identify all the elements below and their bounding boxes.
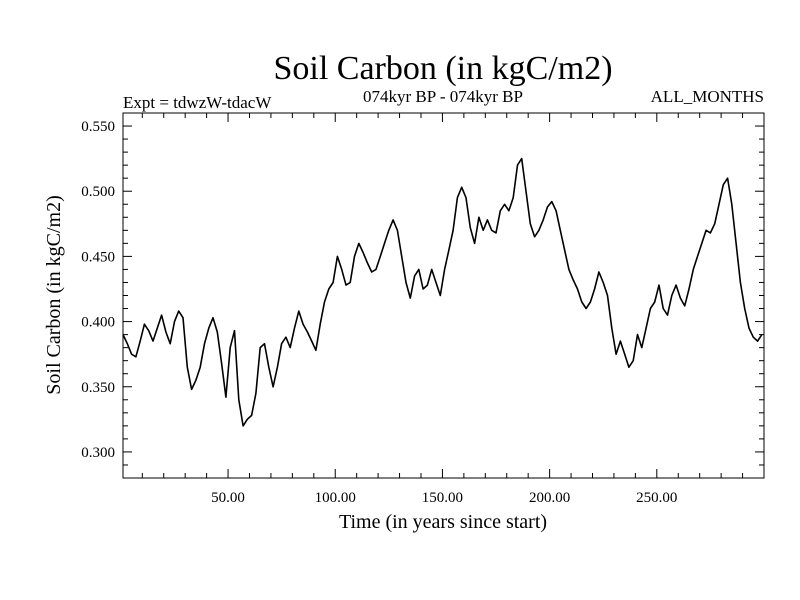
- y-axis-label: Soil Carbon (in kgC/m2): [43, 195, 65, 394]
- y-tick-label: 0.450: [81, 249, 115, 265]
- x-axis-label: Time (in years since start): [339, 511, 547, 533]
- plot-frame: [122, 112, 765, 479]
- chart-title: Soil Carbon (in kgC/m2): [273, 50, 612, 87]
- axis-tick-labels: 50.00 100.00 150.00 200.00 250.00 0.300 0.350 0…: [81, 119, 677, 506]
- y-tick-label: 0.350: [81, 380, 115, 396]
- chart-subtitle-left: Expt = tdwzW-tdacW: [123, 93, 272, 112]
- y-tick-label: 0.500: [81, 184, 115, 200]
- chart-subtitle-right: ALL_MONTHS: [651, 87, 764, 106]
- x-tick-label: 250.00: [636, 490, 677, 506]
- y-tick-label: 0.400: [81, 315, 115, 331]
- x-tick-label: 50.00: [211, 490, 245, 506]
- x-tick-label: 100.00: [315, 490, 356, 506]
- x-tick-label: 200.00: [529, 490, 570, 506]
- data-lines: [122, 157, 763, 427]
- y-tick-label: 0.550: [81, 119, 115, 135]
- y-tick-label: 0.300: [81, 445, 115, 461]
- x-tick-label: 150.00: [422, 490, 463, 506]
- series-line-0: [122, 157, 763, 427]
- axis-ticks: [123, 113, 764, 478]
- chart-subtitle-center: 074kyr BP - 074kyr BP: [363, 87, 523, 106]
